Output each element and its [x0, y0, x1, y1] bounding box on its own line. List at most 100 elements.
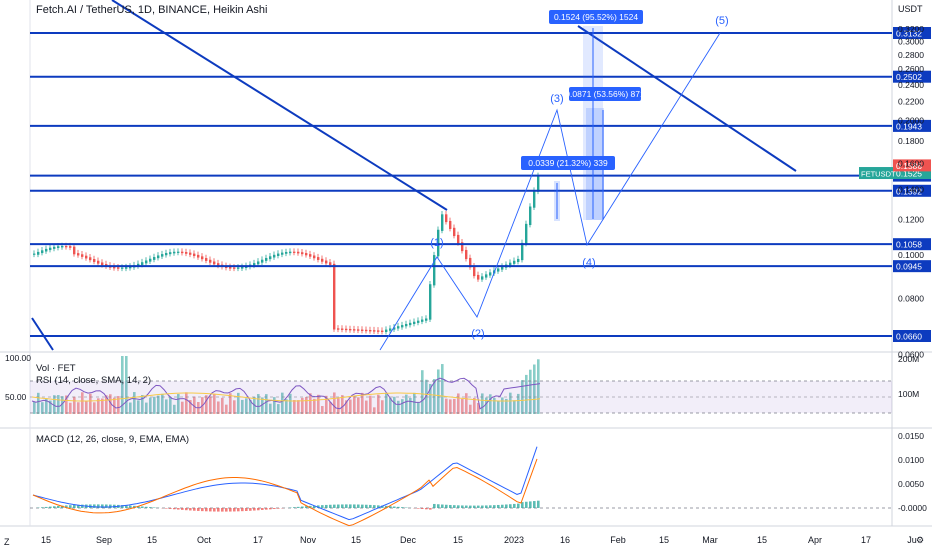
- volume-bar: [249, 399, 252, 414]
- volume-bar: [349, 399, 352, 414]
- macd-tick-label: 0.0150: [898, 431, 924, 441]
- candle-body: [213, 261, 216, 265]
- macd-histogram-bar: [517, 503, 520, 508]
- volume-bar: [209, 396, 212, 414]
- macd-histogram-bar: [201, 508, 204, 512]
- macd-histogram-bar: [221, 508, 224, 512]
- trend-line: [31, 317, 54, 351]
- volume-bar: [265, 394, 268, 414]
- price-tick-label: 0.3000: [898, 36, 924, 46]
- candle-body: [297, 251, 300, 254]
- price-badge-text: 0.1525: [896, 169, 922, 179]
- volume-bar: [305, 396, 308, 414]
- volume-bar: [33, 402, 36, 414]
- volume-bar: [193, 396, 196, 414]
- settings-icon[interactable]: ⚙: [916, 535, 925, 545]
- macd-histogram-bar: [261, 508, 264, 510]
- volume-bar: [321, 406, 324, 414]
- volume-bar: [137, 400, 140, 414]
- candle-body: [429, 284, 432, 320]
- macd-histogram-bar: [81, 504, 84, 508]
- macd-histogram-bar: [277, 508, 280, 509]
- time-axis[interactable]: 15 Sep 15 Oct 17 Nov 15 Dec 15 2023 16 Feb 15 Mar 15 Ap…: [41, 535, 917, 545]
- volume-bar: [277, 404, 280, 414]
- volume-bar: [365, 400, 368, 414]
- volume-bar: [465, 393, 468, 414]
- volume-bar: [437, 369, 440, 414]
- macd-histogram-bar: [253, 508, 256, 511]
- level-badge-text: 0.1058: [896, 240, 922, 250]
- volume-bar: [73, 396, 76, 414]
- volume-bar: [181, 401, 184, 414]
- volume-bar: [293, 400, 296, 414]
- price-axis[interactable]: 0.3200 0.3000 0.2800 0.2600 0.2400 0.2200 0.20…: [898, 24, 927, 513]
- level-badge-text: 0.1943: [896, 121, 922, 131]
- candle-body: [417, 320, 420, 323]
- candle-body: [373, 330, 376, 332]
- candle-body: [361, 329, 364, 331]
- signal-line: [32, 458, 538, 527]
- candle-body: [53, 246, 56, 249]
- candle-body: [353, 329, 356, 331]
- macd-histogram-bar: [173, 508, 176, 510]
- rsi-tick-50: 50.00: [5, 392, 27, 402]
- macd-histogram-bar: [381, 505, 384, 508]
- time-tick-label: Mar: [702, 535, 718, 545]
- volume-bar: [393, 396, 396, 414]
- candle-body: [129, 266, 132, 269]
- zoom-icon[interactable]: Z: [4, 537, 10, 547]
- candle-body: [289, 251, 292, 254]
- time-tick-label: 15: [147, 535, 157, 545]
- level-badge: [893, 70, 931, 83]
- volume-bar: [357, 397, 360, 414]
- measurements[interactable]: 0.0339 (21.32%) 339 0.0871 (53.56%) 871 0.…: [521, 10, 645, 221]
- candle-body: [329, 262, 332, 266]
- candle-body: [477, 274, 480, 280]
- rsi-band: [30, 377, 892, 414]
- macd-histogram-bar: [193, 508, 196, 511]
- time-tick-label: 2023: [504, 535, 524, 545]
- macd-histogram-bar: [73, 504, 76, 508]
- volume-bar: [245, 398, 248, 414]
- macd-histogram-bar: [53, 506, 56, 508]
- candle-body: [277, 253, 280, 256]
- time-tick-label: Nov: [300, 535, 317, 545]
- volume-bar: [125, 356, 128, 414]
- volume-bar: [117, 396, 120, 414]
- volume-bar: [517, 393, 520, 414]
- wave-label: (1): [430, 237, 443, 249]
- wave-label: (2): [471, 328, 484, 340]
- volume-bar: [285, 399, 288, 414]
- macd-histogram-bar: [501, 504, 504, 508]
- macd-histogram-bar: [361, 504, 364, 508]
- rsi-ma-line: [31, 392, 541, 402]
- time-tick-label: 15: [659, 535, 669, 545]
- volume-bar: [177, 394, 180, 414]
- candle-body: [165, 252, 168, 256]
- candle-body: [161, 254, 164, 257]
- candle-body: [465, 249, 468, 260]
- candle-body: [241, 266, 244, 269]
- candle-body: [293, 251, 296, 253]
- macd-histogram-bar: [429, 508, 432, 510]
- volume-bar: [493, 397, 496, 414]
- measure-label-box: [569, 87, 641, 101]
- volume-bar: [417, 402, 420, 414]
- volume-bar: [533, 364, 536, 414]
- macd-histogram-bar: [205, 508, 208, 512]
- horizontal-levels[interactable]: 0.31320.25020.19430.15050.13920.10580.09…: [30, 27, 931, 342]
- volume-bar: [145, 402, 148, 414]
- candle-body: [313, 255, 316, 259]
- elliott-wave-path: [379, 32, 721, 351]
- candle-body: [81, 254, 84, 257]
- trend-lines[interactable]: (1) (2) (3) (4) (5): [31, 0, 797, 351]
- macd-histogram-bar: [177, 508, 180, 510]
- volume-bar: [221, 397, 224, 414]
- volume-bar: [121, 356, 124, 414]
- candle-body: [349, 328, 352, 331]
- measure-label-box: [521, 156, 615, 170]
- candle-body: [445, 214, 448, 223]
- candle-body: [381, 330, 384, 333]
- candle-body: [457, 234, 460, 244]
